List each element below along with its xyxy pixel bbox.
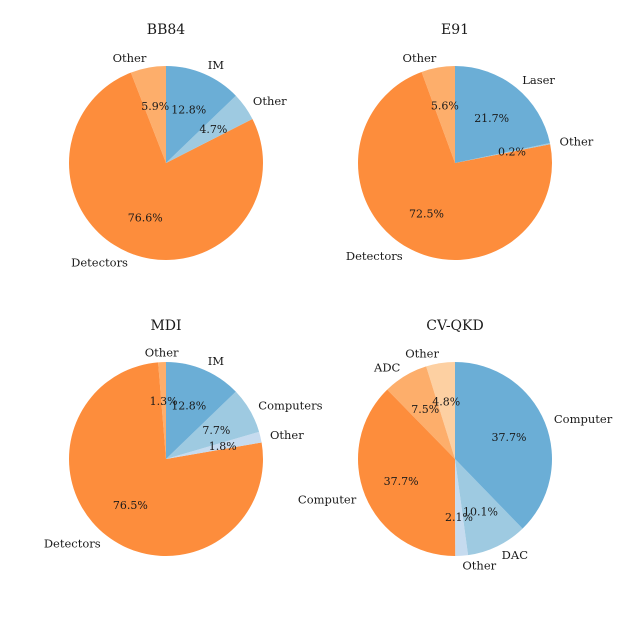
chart-title: CV-QKD [426,318,483,334]
slice-percent-label: 12.8% [171,103,206,116]
slice-percent-label: 37.7% [491,431,526,444]
slice-percent-label: 0.2% [498,145,526,158]
chart-title: E91 [441,22,469,38]
slice-percent-label: 76.5% [113,499,148,512]
slice-percent-label: 5.9% [141,100,169,113]
slice-category-label: Detectors [346,249,403,263]
pie-slice-detectors [68,362,264,556]
slice-category-label: Other [462,558,496,572]
slice-category-label: DAC [502,548,529,562]
slice-category-label: Other [405,347,439,361]
slice-percent-label: 4.8% [432,395,460,408]
slice-percent-label: 12.8% [171,399,206,412]
slice-percent-label: 7.5% [411,403,439,416]
slice-category-label: Other [560,135,594,149]
pie-chart-e91: E91 5.6% Other 72.5% Detectors 0.2% Other 21.7%… [346,22,594,263]
slice-category-label: Other [253,94,287,108]
slice-category-label: Other [145,345,179,359]
slice-percent-label: 7.7% [202,424,230,437]
slice-category-label: Detectors [44,536,101,550]
pie-chart-cv-qkd: CV-QKD 4.8% Other 7.5% ADC 37.7% Computer 2.1% O… [298,318,613,572]
pie-slice-laser [455,66,550,163]
pie-chart-mdi: MDI 1.3% Other 76.5% Detectors 1.8% Other 7.7% C… [44,318,323,556]
slice-percent-label: 72.5% [409,208,444,221]
slice-percent-label: 37.7% [384,475,419,488]
slice-category-label: Laser [522,73,555,87]
slice-category-label: Computer [298,492,357,506]
chart-title: MDI [150,318,181,334]
slice-percent-label: 1.3% [150,395,178,408]
pie-slice-dac [455,459,523,556]
pie-slice-im [166,66,236,163]
pie-slice-other [421,66,455,163]
pie-slice-detectors [357,71,552,261]
slice-percent-label: 5.6% [431,100,459,113]
slice-category-label: Computer [554,412,613,426]
slice-category-label: Other [113,51,147,65]
pie-slice-other [158,362,166,459]
slice-percent-label: 4.7% [199,123,227,136]
pie-slice-other [166,95,253,163]
slice-percent-label: 10.1% [463,505,498,518]
pie-slice-computer [358,389,456,556]
pie-slice-detectors [69,72,263,260]
slice-percent-label: 21.7% [474,112,509,125]
pie-slice-other [426,362,455,459]
slice-percent-label: 76.6% [128,211,163,224]
chart-title: BB84 [147,22,185,38]
slice-percent-label: 1.8% [209,440,237,453]
pie-slice-im [166,362,236,459]
slice-category-label: Computers [258,398,322,412]
slice-category-label: Other [403,51,437,65]
pie-slice-adc [387,366,455,459]
slice-category-label: IM [208,354,225,368]
slice-category-label: Other [270,428,304,442]
pie-slice-other [130,66,166,163]
pie-chart-bb84: BB84 5.9% Other 76.6% Detectors 4.7% Other 12.8… [69,22,287,270]
slice-category-label: Detectors [71,256,128,270]
slice-category-label: IM [208,58,225,72]
pie-slice-other [455,143,551,163]
slice-percent-label: 2.1% [445,511,473,524]
pie-slice-other [166,431,262,459]
pie-slice-computers [166,391,260,459]
pie-slice-computer [455,362,552,529]
slice-category-label: ADC [373,360,401,374]
pie-slice-other [455,459,469,556]
